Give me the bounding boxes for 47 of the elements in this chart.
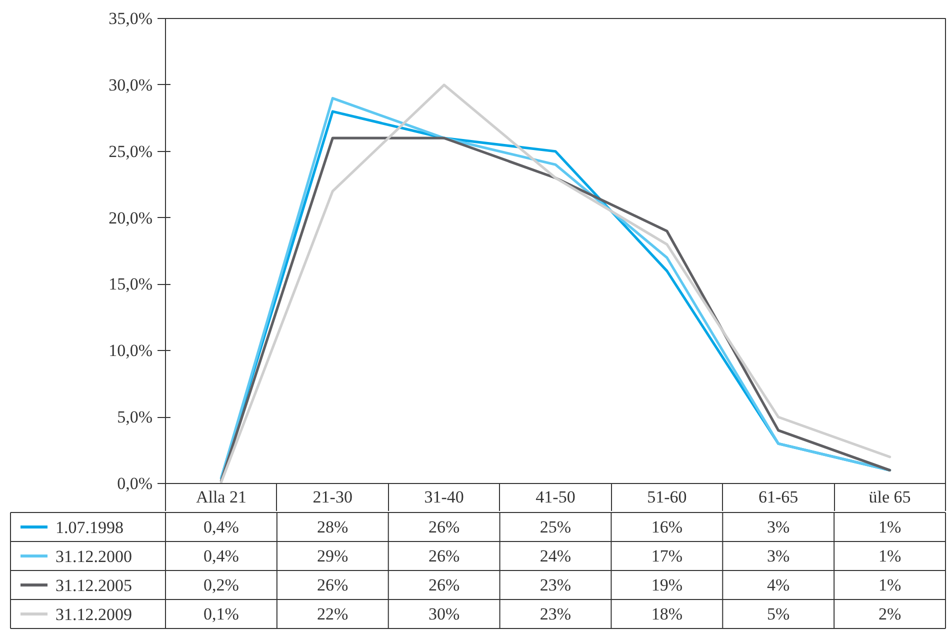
data-label: 0,2% xyxy=(204,576,239,594)
data-label: 26% xyxy=(428,518,460,536)
data-label: 24% xyxy=(540,546,572,566)
data-label: 26% xyxy=(428,546,460,566)
data-label: 17% xyxy=(651,546,683,566)
data-label: 3% xyxy=(767,546,790,566)
x-tick-label: 21-30 xyxy=(312,488,352,506)
data-label: 0,4% xyxy=(204,546,239,566)
x-tick-label: 61-65 xyxy=(758,488,798,506)
y-tick-label: 10,0% xyxy=(108,341,153,360)
data-label: 1% xyxy=(878,546,902,566)
data-label: 29% xyxy=(317,546,348,566)
data-label: 26% xyxy=(317,576,348,594)
data-label: 30% xyxy=(428,604,460,624)
y-tick-label: 5,0% xyxy=(117,408,153,427)
y-tick-label: 15,0% xyxy=(108,274,153,294)
data-label: 0,1% xyxy=(204,604,239,624)
data-label: 1% xyxy=(878,576,902,594)
data-label: 22% xyxy=(317,604,348,624)
data-label: 26% xyxy=(428,576,460,594)
x-tick-label: 31-40 xyxy=(424,488,464,506)
x-tick-label: üle 65 xyxy=(868,488,911,506)
y-tick-label: 35,0% xyxy=(108,9,153,28)
legend-label: 31.12.2005 xyxy=(56,576,132,595)
data-label: 3% xyxy=(767,518,790,536)
y-tick-label: 0,0% xyxy=(117,474,153,493)
data-label: 28% xyxy=(317,518,348,536)
x-tick-label: 51-60 xyxy=(647,488,687,506)
data-label: 19% xyxy=(651,576,683,594)
legend-label: 31.12.2009 xyxy=(56,605,132,624)
data-label: 23% xyxy=(540,576,572,594)
legend-label: 31.12.2000 xyxy=(56,547,132,566)
data-label: 23% xyxy=(540,604,572,624)
data-label: 4% xyxy=(767,576,790,594)
data-label: 1% xyxy=(878,518,902,536)
y-tick-label: 30,0% xyxy=(108,75,153,94)
legend-label: 1.07.1998 xyxy=(56,518,124,537)
x-tick-label: Alla 21 xyxy=(196,488,246,506)
x-tick-label: 41-50 xyxy=(536,488,576,506)
y-tick-label: 25,0% xyxy=(108,142,153,161)
data-label: 5% xyxy=(767,604,790,624)
data-label: 25% xyxy=(540,518,572,536)
data-label: 16% xyxy=(651,518,683,536)
data-label: 18% xyxy=(651,604,683,624)
data-label: 0,4% xyxy=(204,518,239,536)
data-label: 2% xyxy=(878,604,902,624)
y-tick-label: 20,0% xyxy=(108,208,153,228)
